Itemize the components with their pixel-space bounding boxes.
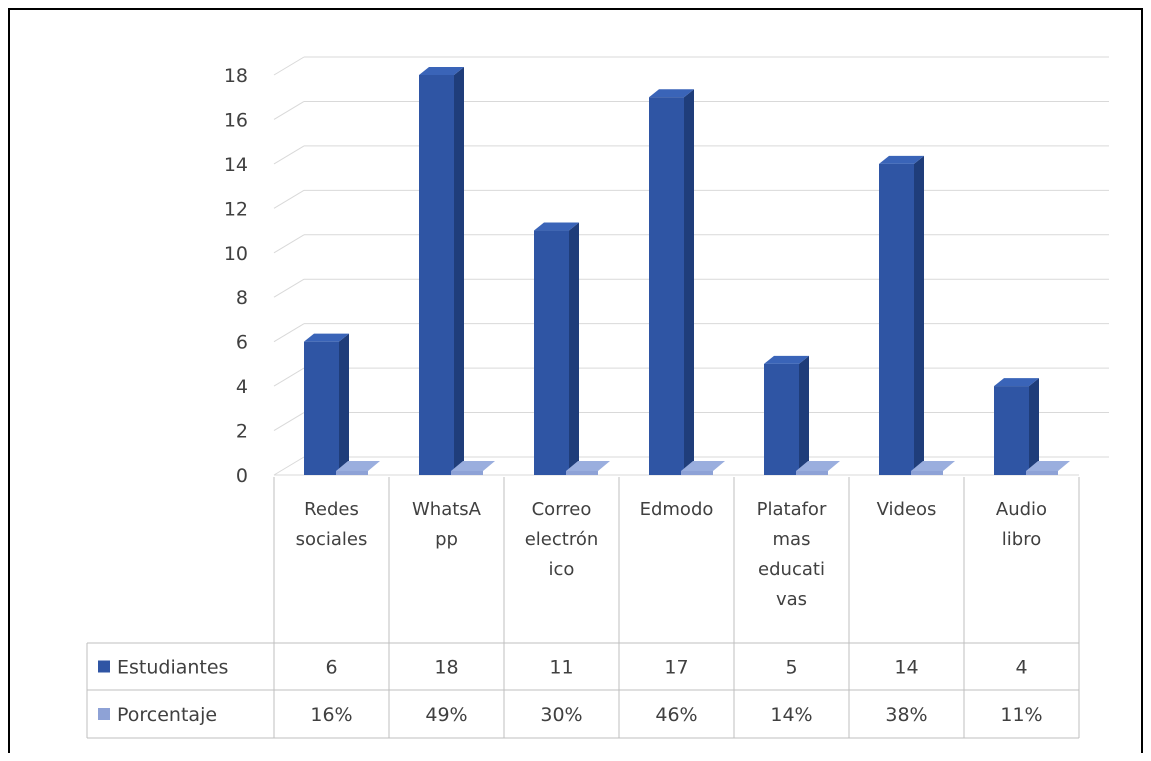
bar-top (304, 333, 349, 342)
data-label: 18 (434, 657, 458, 679)
y-tick-label: 12 (224, 198, 248, 220)
gridline-side (273, 145, 305, 165)
data-label: 11% (1000, 704, 1042, 726)
legend-key-estudiantes (98, 660, 110, 673)
category-label: educati (758, 559, 825, 580)
bar-side (799, 355, 809, 475)
bar-porcentaje-top (566, 461, 610, 471)
y-tick-label: 18 (224, 65, 248, 87)
bar-side (1029, 378, 1039, 475)
bar-porcentaje-top (911, 461, 955, 471)
category-label: pp (435, 529, 458, 550)
gridline-side (273, 234, 305, 254)
data-label: 16% (310, 704, 352, 726)
bar-estudiantes (534, 230, 569, 475)
category-label: Platafor (757, 499, 827, 520)
category-label: mas (773, 529, 811, 550)
data-label: 14 (894, 657, 918, 679)
category-label: Redes (304, 499, 359, 520)
category-label: WhatsA (412, 499, 482, 520)
data-label: 5 (785, 657, 797, 679)
data-label: 4 (1015, 657, 1027, 679)
category-label: Correo (532, 499, 592, 520)
y-tick-label: 14 (224, 154, 248, 176)
gridline-side (273, 101, 305, 120)
category-label: sociales (296, 529, 368, 550)
category-label: ico (549, 559, 575, 580)
bar-top (879, 155, 924, 164)
legend-label-porcentaje: Porcentaje (117, 704, 217, 726)
category-label: Audio (996, 499, 1047, 520)
category-label: Videos (877, 499, 937, 520)
bar-side (684, 89, 694, 475)
gridline-side (273, 278, 305, 298)
bar-porcentaje-top (1026, 461, 1070, 471)
bar-porcentaje (566, 471, 598, 475)
bar-estudiantes (879, 163, 914, 475)
bar-porcentaje-top (336, 461, 380, 471)
data-label: 30% (540, 704, 582, 726)
bar-top (419, 67, 464, 75)
bar-top (534, 222, 579, 231)
gridline-side (273, 412, 305, 431)
bar-side (569, 222, 579, 475)
bar-porcentaje (796, 471, 828, 475)
bar-porcentaje-top (451, 461, 495, 471)
bar-estudiantes (764, 363, 799, 475)
category-label: libro (1002, 529, 1041, 550)
bar-top (994, 378, 1039, 387)
bar-estudiantes (419, 75, 454, 475)
data-label: 14% (770, 704, 812, 726)
y-tick-label: 8 (236, 287, 248, 309)
bar-porcentaje-top (681, 461, 725, 471)
bar-porcentaje (1026, 471, 1058, 475)
data-label: 11 (549, 657, 573, 679)
gridline-side (273, 323, 305, 343)
bar-estudiantes (649, 97, 684, 475)
bar-porcentaje (336, 471, 368, 475)
bar-top (649, 89, 694, 98)
bar-side (339, 333, 349, 475)
y-tick-label: 6 (236, 332, 248, 354)
legend-key-porcentaje (98, 708, 110, 720)
data-label: 6 (325, 657, 337, 679)
bar-porcentaje (911, 471, 943, 475)
y-tick-label: 4 (236, 376, 248, 398)
data-label: 17 (664, 657, 688, 679)
y-tick-label: 0 (236, 465, 248, 487)
bar-porcentaje (451, 471, 483, 475)
gridline-side (273, 456, 305, 476)
gridline-side (273, 56, 305, 76)
data-label: 49% (425, 704, 467, 726)
chart-frame (8, 8, 1143, 753)
bar-estudiantes (994, 386, 1029, 475)
gridline-side (273, 189, 305, 209)
bar-estudiantes (304, 341, 339, 475)
bar-porcentaje-top (796, 461, 840, 471)
bar-side (914, 155, 924, 475)
y-tick-label: 10 (224, 243, 248, 265)
category-label: electrón (525, 529, 599, 550)
legend-label-estudiantes: Estudiantes (117, 657, 228, 679)
data-label: 46% (655, 704, 697, 726)
bar-top (764, 355, 809, 364)
y-tick-label: 16 (224, 109, 248, 131)
data-label: 38% (885, 704, 927, 726)
category-label: Edmodo (640, 499, 714, 520)
gridline-side (273, 367, 305, 387)
bar-side (454, 67, 464, 475)
bar-porcentaje (681, 471, 713, 475)
y-tick-label: 2 (236, 421, 248, 443)
category-label: vas (776, 589, 807, 610)
